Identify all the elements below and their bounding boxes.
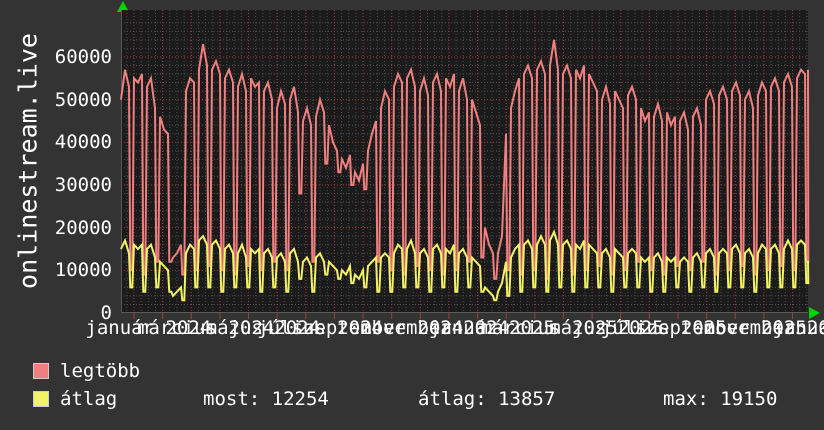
x-tick-label: július 2025 <box>600 317 727 339</box>
series-line-legtobb <box>120 39 810 280</box>
x-tick-label: január 2025 <box>428 317 555 339</box>
x-tick-label: november 2024 <box>360 317 509 339</box>
x-tick-label: november 2025 <box>703 317 824 339</box>
legend-row-legtobb: legtöbb <box>0 360 824 384</box>
legend-label-atlag: átlag <box>60 388 118 410</box>
y-tick-label: 60000 <box>54 45 112 68</box>
stat-max: max: 19150 <box>663 388 778 410</box>
x-tick-label: március 2025 <box>480 317 618 339</box>
plot-area <box>120 10 810 319</box>
y-tick-label: 30000 <box>54 173 112 196</box>
x-tick-label: szeptember 2024 <box>291 317 464 339</box>
x-tick-label: március 2024 <box>136 317 275 339</box>
x-tick-label: január 2026 <box>772 317 824 339</box>
legend-label-legtobb: legtöbb <box>60 360 141 382</box>
series-line-atlag <box>120 229 810 302</box>
stat-atlag: átlag: 13857 <box>418 388 556 410</box>
y-axis-arrow-icon <box>117 1 129 12</box>
legend-row-atlag: átlag most: 12254 átlag: 13857 max: 1915… <box>0 388 824 412</box>
x-tick-label: május 2025 <box>549 317 664 339</box>
y-tick-label: 0 <box>100 302 112 324</box>
x-tick-label: július 2024 <box>257 317 384 339</box>
y-tick-label: 10000 <box>54 259 112 282</box>
graph-vertical-title: onlinestream.live <box>13 33 43 289</box>
x-axis-labels: január 2024 március 2024 május 2024 július … <box>0 318 824 340</box>
x-tick-label: január 2024 <box>85 317 212 339</box>
x-tick-label: szeptember 2025 <box>635 317 807 339</box>
y-tick-label: 40000 <box>54 131 112 154</box>
legtobb-color-swatch-icon <box>33 363 49 379</box>
atlag-color-swatch-icon <box>33 391 49 407</box>
x-tick-label: május 2024 <box>205 317 321 339</box>
chart-canvas <box>120 10 810 319</box>
legend: legtöbb átlag most: 12254 átlag: 13857 m… <box>0 358 824 422</box>
x-axis-arrow-icon <box>809 307 820 319</box>
stat-most: most: 12254 <box>203 388 329 410</box>
y-tick-label: 20000 <box>54 216 112 239</box>
y-tick-label: 50000 <box>54 88 112 111</box>
